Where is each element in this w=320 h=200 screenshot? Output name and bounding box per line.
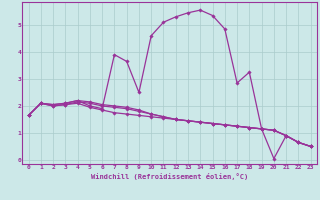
X-axis label: Windchill (Refroidissement éolien,°C): Windchill (Refroidissement éolien,°C) bbox=[91, 173, 248, 180]
